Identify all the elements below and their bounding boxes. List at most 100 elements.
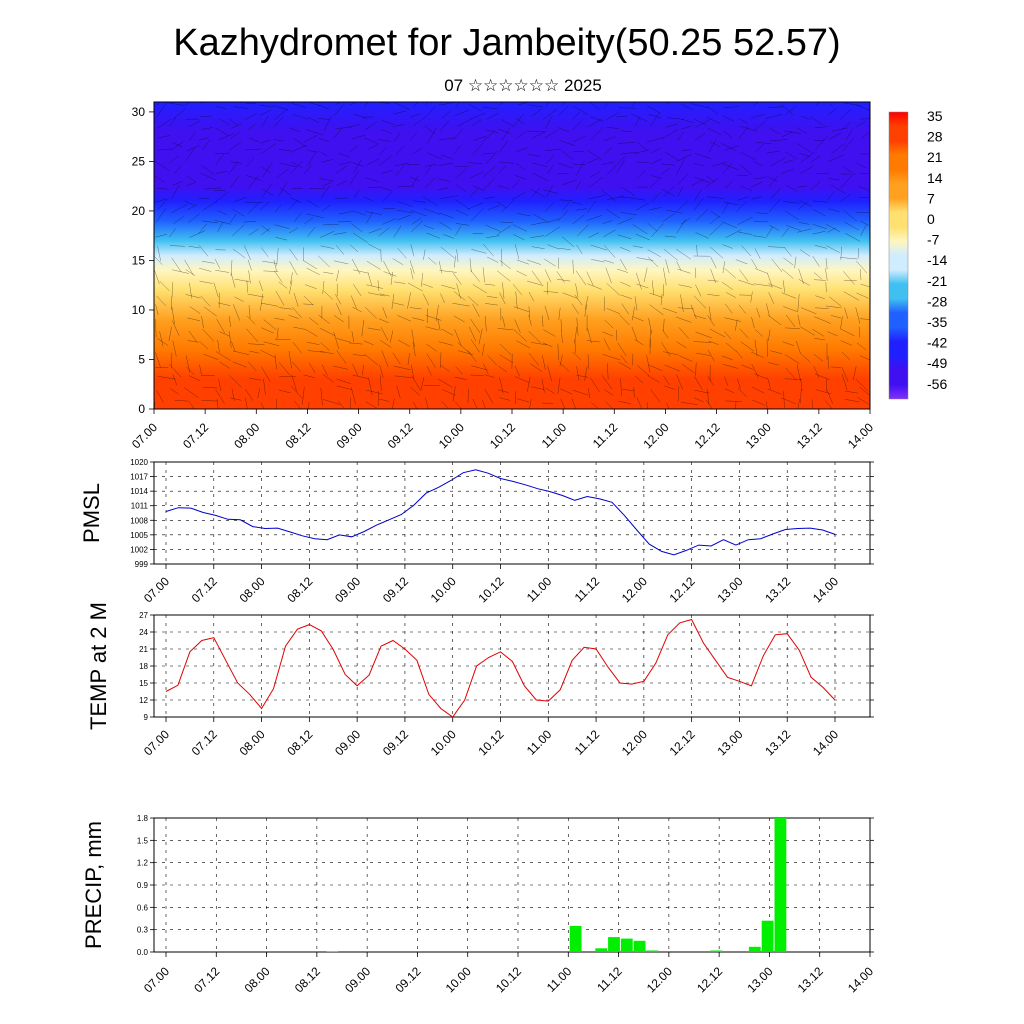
colorbar-strip xyxy=(888,111,909,400)
x-tick-label: 13.12 xyxy=(762,727,793,758)
precip-bars xyxy=(326,818,787,952)
wind-barb-texture xyxy=(154,102,870,409)
colorbar-label: -42 xyxy=(927,335,947,351)
x-tick-label: 14.00 xyxy=(845,964,876,995)
precip-x-axis: 07.00 07.12 08.00 08.12 09.00 09.12 10.00 10.12… xyxy=(141,952,876,995)
x-tick-label: 11.00 xyxy=(524,727,555,758)
x-tick-label: 07.12 xyxy=(191,964,222,995)
x-tick-label: 09.00 xyxy=(334,420,365,451)
x-tick-label: 13.00 xyxy=(744,964,775,995)
pmsl-grid xyxy=(154,462,870,564)
colorbar-label: -56 xyxy=(927,376,947,392)
y-tick-label: 25 xyxy=(132,154,146,168)
y-tick-label: 15 xyxy=(132,253,146,267)
y-tick-label: 1011 xyxy=(131,502,149,511)
y-tick-label: 15 xyxy=(139,679,148,688)
x-tick-label: 11.12 xyxy=(572,727,603,758)
y-tick-label: 0.6 xyxy=(137,903,149,912)
x-tick-label: 10.12 xyxy=(475,727,506,758)
cross-section-panel: 0 5 10 15 20 25 30 07.00 07.12 08.00 08.12 09.00 09… xyxy=(129,101,876,451)
chart-title: Kazhydromet for Jambeity(50.25 52.57) xyxy=(173,22,840,64)
precip-bar xyxy=(774,818,787,952)
x-tick-label: 09.12 xyxy=(385,420,416,451)
x-tick-label: 07.12 xyxy=(180,420,211,451)
y-tick-label: 21 xyxy=(139,645,148,654)
temp-y-axis: 9 12 15 18 21 24 27 xyxy=(139,611,874,722)
precip-bar xyxy=(710,950,723,952)
colorbar-label: 0 xyxy=(927,211,935,227)
precip-bar xyxy=(620,938,633,952)
precip-bar xyxy=(646,950,659,952)
colorbar-label: 7 xyxy=(927,190,935,206)
colorbar-label: -35 xyxy=(927,314,947,330)
colorbar: 35 28 21 14 7 0 -7 -14 -21 -28 -35 -42 -49 -56 xyxy=(888,108,947,400)
temp-grid xyxy=(154,615,870,717)
x-tick-label: 09.00 xyxy=(332,727,363,758)
x-tick-label: 08.00 xyxy=(237,727,268,758)
y-tick-label: 5 xyxy=(138,352,145,366)
y-tick-label: 0.9 xyxy=(137,881,149,890)
x-tick-label: 07.00 xyxy=(129,420,160,451)
y-tick-label: 27 xyxy=(139,611,148,620)
x-tick-label: 12.00 xyxy=(619,574,650,605)
x-tick-label: 11.00 xyxy=(544,964,575,995)
x-tick-label: 10.00 xyxy=(428,727,459,758)
x-tick-label: 12.00 xyxy=(640,420,671,451)
x-tick-label: 12.12 xyxy=(692,420,723,451)
temp-x-axis: 07.00 07.12 08.00 08.12 09.00 09.12 10.00 10.12… xyxy=(141,717,841,758)
x-tick-label: 14.00 xyxy=(845,420,876,451)
x-tick-label: 11.00 xyxy=(524,574,555,605)
y-tick-label: 1.8 xyxy=(137,814,149,823)
precip-bar xyxy=(595,948,608,952)
x-tick-label: 07.00 xyxy=(141,964,172,995)
x-tick-label: 10.00 xyxy=(443,964,474,995)
x-tick-label: 12.12 xyxy=(667,727,698,758)
y-tick-label: 1017 xyxy=(130,473,148,482)
precip-bar xyxy=(633,940,646,952)
x-tick-label: 10.12 xyxy=(493,964,524,995)
x-tick-label: 13.00 xyxy=(743,420,774,451)
y-tick-label: 24 xyxy=(139,628,148,637)
colorbar-label: -28 xyxy=(927,293,947,309)
x-tick-label: 09.00 xyxy=(342,964,373,995)
x-tick-label: 08.00 xyxy=(237,574,268,605)
x-tick-label: 08.00 xyxy=(231,420,262,451)
x-tick-label: 09.00 xyxy=(332,574,363,605)
x-tick-label: 07.00 xyxy=(141,574,172,605)
colorbar-label: -21 xyxy=(927,273,947,289)
y-tick-label: 20 xyxy=(132,204,146,218)
temp-ylabel: TEMP at 2 M xyxy=(86,602,111,730)
wind-barbs xyxy=(154,102,870,409)
x-tick-label: 09.12 xyxy=(380,727,411,758)
pmsl-frame xyxy=(153,461,871,565)
y-tick-label: 1.5 xyxy=(137,836,149,845)
precip-bar xyxy=(748,946,761,952)
x-tick-label: 13.12 xyxy=(795,964,826,995)
x-tick-label: 08.12 xyxy=(282,420,313,451)
x-tick-label: 12.12 xyxy=(694,964,725,995)
precip-panel: 0.0 0.3 0.6 0.9 1.2 1.5 1.8 07.00 07.12 08.00 08.… xyxy=(81,814,876,995)
x-tick-label: 12.12 xyxy=(667,574,698,605)
x-tick-label: 10.12 xyxy=(475,574,506,605)
x-tick-label: 11.00 xyxy=(539,420,570,451)
x-tick-label: 12.00 xyxy=(644,964,675,995)
pmsl-x-axis: 07.00 07.12 08.00 08.12 09.00 09.12 10.00 10.12… xyxy=(141,564,841,605)
x-tick-label: 10.00 xyxy=(428,574,459,605)
y-tick-label: 1014 xyxy=(130,487,148,496)
y-tick-label: 1020 xyxy=(130,458,148,467)
colorbar-label: -7 xyxy=(927,232,940,248)
pmsl-ylabel: PMSL xyxy=(79,483,104,543)
x-tick-label: 10.00 xyxy=(436,420,467,451)
x-tick-label: 07.12 xyxy=(189,574,220,605)
pmsl-y-axis: 999 1002 1005 1008 1011 1014 1017 1020 xyxy=(130,458,874,569)
colorbar-label: -49 xyxy=(927,355,947,371)
colorbar-label: 28 xyxy=(927,129,943,145)
x-tick-label: 08.12 xyxy=(284,727,315,758)
precip-ylabel: PRECIP, mm xyxy=(81,821,106,949)
precip-bar xyxy=(761,920,774,952)
colorbar-label: 14 xyxy=(927,170,943,186)
x-tick-label: 11.12 xyxy=(572,574,603,605)
y-tick-label: 30 xyxy=(132,105,146,119)
